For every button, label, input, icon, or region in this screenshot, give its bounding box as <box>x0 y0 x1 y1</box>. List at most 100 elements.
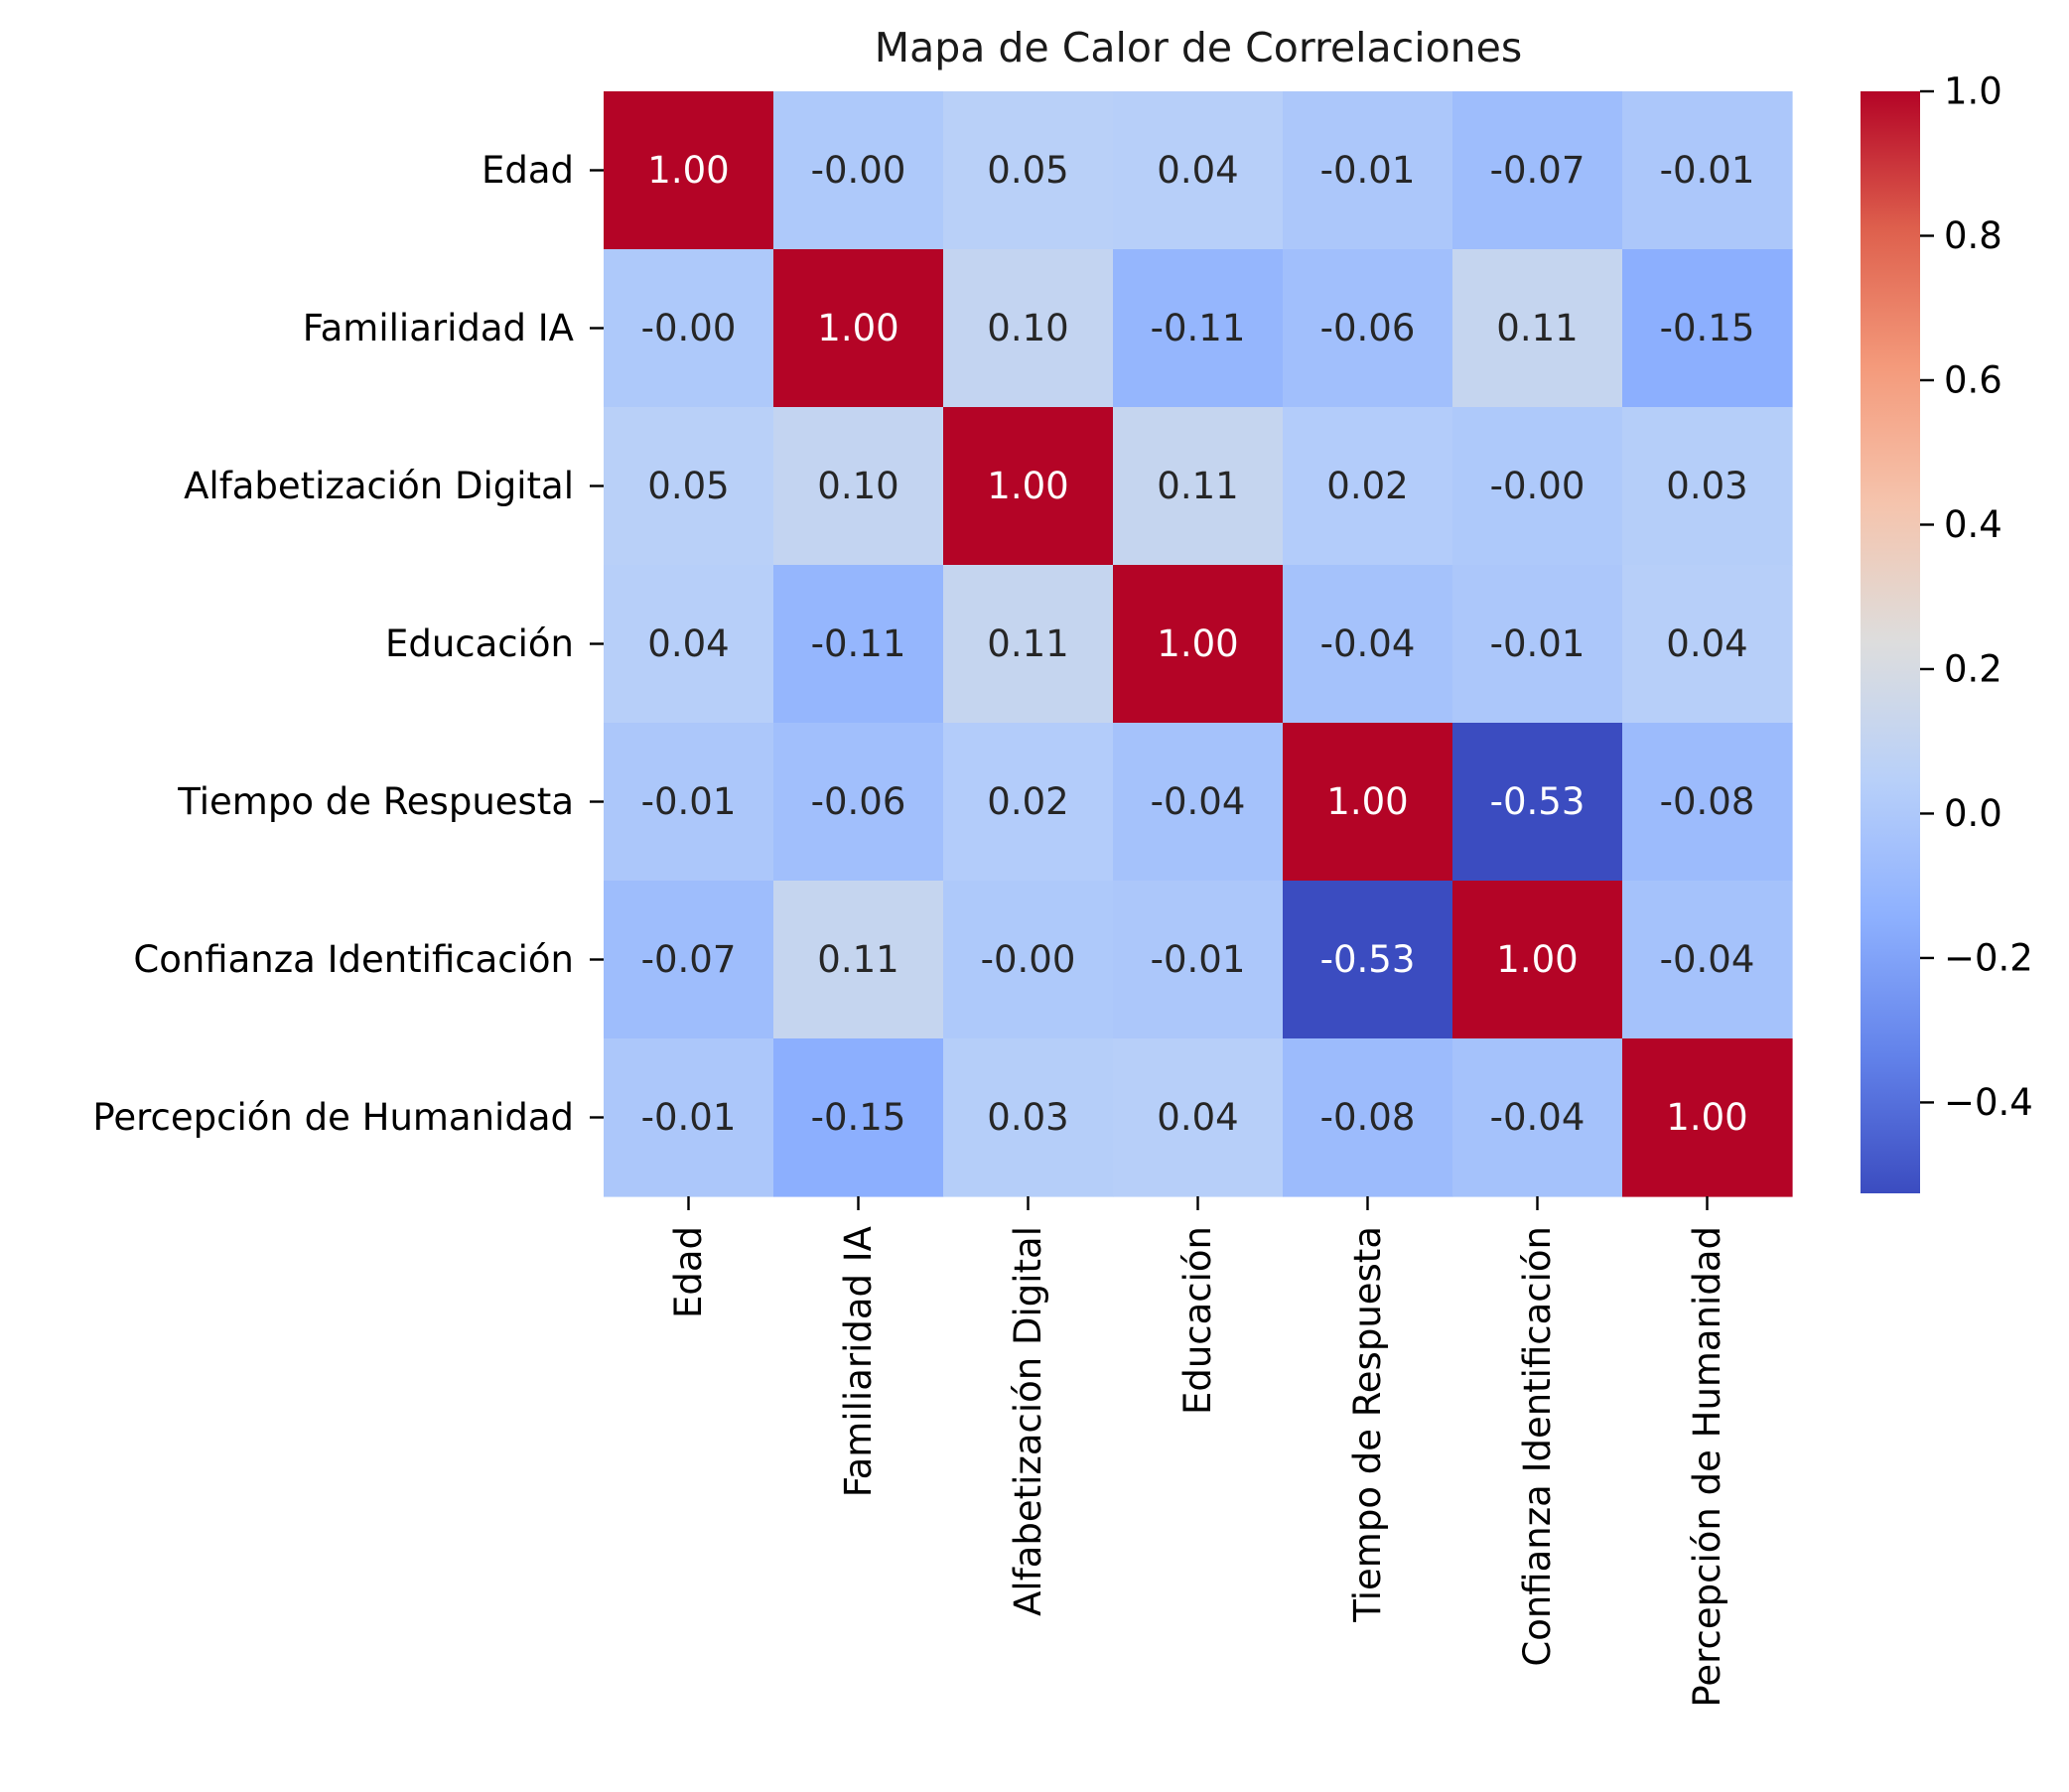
heatmap-cell <box>1283 407 1453 566</box>
heatmap-cell <box>604 91 774 250</box>
cell-value-label: 0.02 <box>987 780 1068 823</box>
cell-value-label: -0.15 <box>1660 307 1755 349</box>
y-tick-label: Tiempo de Respuesta <box>177 780 574 823</box>
colorbar-tick-label: 0.8 <box>1944 214 2002 257</box>
heatmap-cell <box>1113 565 1284 724</box>
cell-value-label: -0.00 <box>1490 465 1586 507</box>
colorbar-tick-label: 0.6 <box>1944 358 2002 401</box>
y-tick-label: Percepción de Humanidad <box>92 1096 574 1139</box>
chart-title: Mapa de Calor de Correlaciones <box>875 24 1523 71</box>
y-tick-label: Edad <box>482 149 574 192</box>
colorbar-tick-label: −0.2 <box>1944 936 2033 979</box>
colorbar-tick-label: 0.0 <box>1944 792 2002 835</box>
cell-value-label: 0.02 <box>1326 465 1408 507</box>
cell-value-label: -0.06 <box>1320 307 1416 349</box>
cell-value-label: -0.07 <box>641 938 737 981</box>
cell-value-label: 0.05 <box>647 465 729 507</box>
cell-value-label: 0.11 <box>1496 307 1578 349</box>
heatmap-cell <box>773 565 944 724</box>
heatmap-cell <box>943 723 1114 882</box>
heatmap-cell <box>773 881 944 1039</box>
cell-value-label: -0.06 <box>811 780 906 823</box>
x-tick-label: Edad <box>667 1226 710 1318</box>
heatmap-cell <box>773 1038 944 1197</box>
cell-value-label: 1.00 <box>1157 622 1238 665</box>
y-tick-label: Educación <box>385 622 574 665</box>
cell-value-label: 1.00 <box>647 149 729 192</box>
heatmap-cell <box>1622 723 1793 882</box>
heatmap-cell <box>1113 723 1284 882</box>
heatmap-cell <box>1622 565 1793 724</box>
colorbar-tick-label: 0.4 <box>1944 503 2002 546</box>
cell-value-label: 1.00 <box>817 307 898 349</box>
heatmap-cell <box>1113 249 1284 408</box>
cell-value-label: 0.04 <box>1157 149 1238 192</box>
heatmap-cell <box>604 249 774 408</box>
heatmap-cell <box>1622 407 1793 566</box>
y-tick-label: Familiaridad IA <box>303 307 574 349</box>
heatmap-cell <box>604 881 774 1039</box>
heatmap-cell-labels: 1.00 -0.00 0.05 0.04 -0.01 -0.07 -0.01 -0.00 1.0… <box>641 149 1755 1139</box>
colorbar-tick-label: 1.0 <box>1944 70 2002 113</box>
y-tick-label: Alfabetización Digital <box>184 465 574 507</box>
heatmap-cell <box>1622 1038 1793 1197</box>
cell-value-label: -0.11 <box>811 622 906 665</box>
heatmap-cell <box>1622 881 1793 1039</box>
heatmap-cell <box>1283 1038 1453 1197</box>
heatmap-cells <box>604 91 1793 1197</box>
heatmap-cell <box>773 723 944 882</box>
heatmap-cell <box>1622 91 1793 250</box>
heatmap-cell <box>773 91 944 250</box>
heatmap-cell <box>1452 91 1623 250</box>
y-tick-label: Confianza Identificación <box>133 938 574 981</box>
heatmap-cell <box>1113 1038 1284 1197</box>
cell-value-label: 0.10 <box>987 307 1068 349</box>
cell-value-label: -0.04 <box>1151 780 1246 823</box>
cell-value-label: 1.00 <box>1326 780 1408 823</box>
cell-value-label: -0.04 <box>1490 1096 1586 1139</box>
heatmap-cell <box>943 91 1114 250</box>
cell-value-label: -0.00 <box>981 938 1076 981</box>
cell-value-label: -0.04 <box>1660 938 1755 981</box>
heatmap-cell <box>1452 1038 1623 1197</box>
heatmap-cell <box>943 407 1114 566</box>
heatmap-cell <box>1283 881 1453 1039</box>
cell-value-label: 0.04 <box>1157 1096 1238 1139</box>
cell-value-label: -0.00 <box>811 149 906 192</box>
heatmap-cell <box>1452 249 1623 408</box>
cell-value-label: 0.11 <box>1157 465 1238 507</box>
x-tick-label: Alfabetización Digital <box>1007 1226 1049 1616</box>
cell-value-label: -0.08 <box>1660 780 1755 823</box>
y-axis: Edad Familiaridad IA Alfabetización Digita… <box>92 149 604 1139</box>
heatmap-cell <box>773 249 944 408</box>
cell-value-label: -0.01 <box>641 780 737 823</box>
x-tick-label: Educación <box>1176 1226 1219 1415</box>
heatmap-cell <box>604 565 774 724</box>
cell-value-label: -0.07 <box>1490 149 1586 192</box>
heatmap-cell <box>1283 723 1453 882</box>
heatmap-cell <box>1283 565 1453 724</box>
heatmap-cell <box>943 565 1114 724</box>
x-tick-label: Familiaridad IA <box>837 1226 880 1497</box>
cell-value-label: 0.04 <box>1666 622 1747 665</box>
heatmap-cell <box>943 1038 1114 1197</box>
heatmap-cell <box>773 407 944 566</box>
cell-value-label: 0.10 <box>817 465 898 507</box>
heatmap-cell <box>604 407 774 566</box>
heatmap-cell <box>1452 723 1623 882</box>
heatmap-cell <box>1113 407 1284 566</box>
heatmap-cell <box>1113 91 1284 250</box>
heatmap-cell <box>1452 565 1623 724</box>
colorbar-tick-label: 0.2 <box>1944 647 2002 690</box>
cell-value-label: -0.01 <box>641 1096 737 1139</box>
heatmap-cell <box>943 249 1114 408</box>
cell-value-label: 1.00 <box>1496 938 1578 981</box>
cell-value-label: 0.03 <box>987 1096 1068 1139</box>
heatmap-cell <box>1113 881 1284 1039</box>
heatmap-cell <box>1622 249 1793 408</box>
cell-value-label: 1.00 <box>987 465 1068 507</box>
cell-value-label: -0.53 <box>1490 780 1586 823</box>
cell-value-label: 0.11 <box>817 938 898 981</box>
cell-value-label: -0.00 <box>641 307 737 349</box>
colorbar-tick-label: −0.4 <box>1944 1081 2033 1124</box>
